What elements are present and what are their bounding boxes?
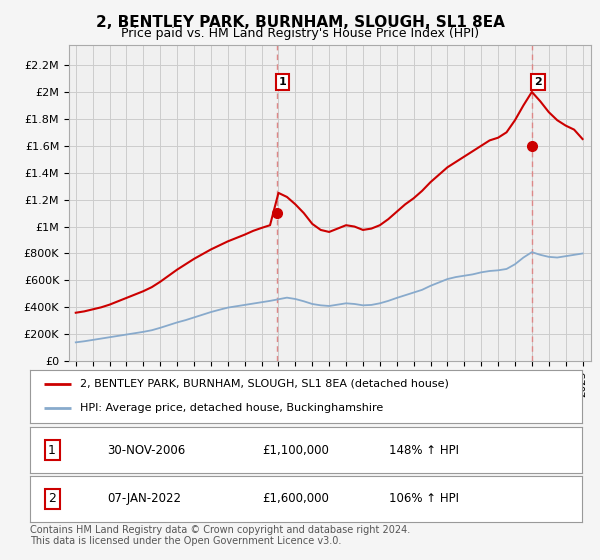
Text: Price paid vs. HM Land Registry's House Price Index (HPI): Price paid vs. HM Land Registry's House …	[121, 27, 479, 40]
Text: 1: 1	[279, 77, 287, 87]
Text: 2, BENTLEY PARK, BURNHAM, SLOUGH, SL1 8EA (detached house): 2, BENTLEY PARK, BURNHAM, SLOUGH, SL1 8E…	[80, 379, 449, 389]
Text: £1,100,000: £1,100,000	[262, 444, 329, 457]
Text: Contains HM Land Registry data © Crown copyright and database right 2024.
This d: Contains HM Land Registry data © Crown c…	[30, 525, 410, 547]
Text: HPI: Average price, detached house, Buckinghamshire: HPI: Average price, detached house, Buck…	[80, 403, 383, 413]
Text: 148% ↑ HPI: 148% ↑ HPI	[389, 444, 459, 457]
Text: 106% ↑ HPI: 106% ↑ HPI	[389, 492, 459, 506]
Text: 2: 2	[48, 492, 56, 506]
Text: 2: 2	[534, 77, 542, 87]
Text: 07-JAN-2022: 07-JAN-2022	[107, 492, 181, 506]
Text: £1,600,000: £1,600,000	[262, 492, 329, 506]
Text: 30-NOV-2006: 30-NOV-2006	[107, 444, 185, 457]
Text: 2, BENTLEY PARK, BURNHAM, SLOUGH, SL1 8EA: 2, BENTLEY PARK, BURNHAM, SLOUGH, SL1 8E…	[95, 15, 505, 30]
Text: 1: 1	[48, 444, 56, 457]
